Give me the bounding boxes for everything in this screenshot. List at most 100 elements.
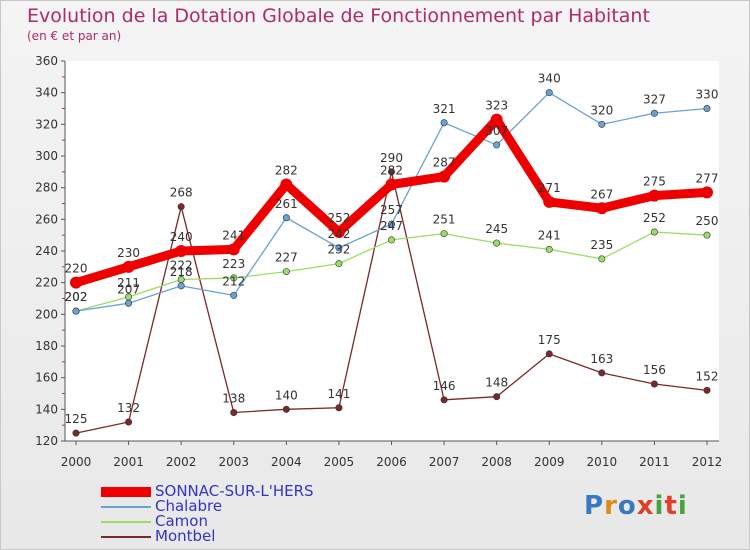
x-tick-label: 2006 bbox=[376, 455, 407, 469]
x-tick-label: 2005 bbox=[324, 455, 355, 469]
data-label-sonnac-sur-l-hers: 240 bbox=[170, 230, 193, 244]
data-point-camon bbox=[440, 230, 448, 238]
legend-label: SONNAC-SUR-L'HERS bbox=[155, 482, 314, 500]
data-label-camon: 250 bbox=[696, 214, 719, 228]
y-tick-label: 160 bbox=[35, 371, 58, 385]
legend-label: Chalabre bbox=[155, 497, 223, 515]
data-label-montbel: 141 bbox=[327, 387, 350, 401]
logo-letter: P bbox=[584, 491, 605, 521]
data-point-camon bbox=[230, 274, 238, 282]
data-point-camon bbox=[493, 239, 501, 247]
data-point-camon bbox=[598, 255, 606, 263]
data-point-chalabre bbox=[282, 214, 290, 222]
data-label-camon: 211 bbox=[117, 276, 140, 290]
data-label-camon: 227 bbox=[275, 251, 298, 265]
data-point-sonnac-sur-l-hers bbox=[595, 202, 608, 215]
data-label-camon: 202 bbox=[65, 290, 88, 304]
chart-subtitle: (en € et par an) bbox=[27, 29, 122, 43]
data-label-montbel: 156 bbox=[643, 363, 666, 377]
data-point-chalabre bbox=[177, 282, 185, 290]
x-tick-label: 2008 bbox=[481, 455, 512, 469]
plot-area bbox=[65, 61, 719, 441]
data-point-sonnac-sur-l-hers bbox=[385, 178, 398, 191]
data-label-chalabre: 207 bbox=[117, 282, 140, 296]
data-label-chalabre: 257 bbox=[380, 203, 403, 217]
data-point-sonnac-sur-l-hers bbox=[648, 189, 661, 202]
data-label-camon: 232 bbox=[327, 243, 350, 257]
data-point-chalabre bbox=[230, 291, 238, 299]
data-label-montbel: 148 bbox=[485, 376, 508, 390]
y-tick-label: 320 bbox=[35, 117, 58, 131]
logo-letter: o bbox=[617, 491, 637, 521]
x-tick-label: 2003 bbox=[218, 455, 249, 469]
x-tick-label: 2001 bbox=[113, 455, 144, 469]
data-label-chalabre: 340 bbox=[538, 72, 561, 86]
data-point-chalabre bbox=[335, 244, 343, 252]
data-label-chalabre: 202 bbox=[65, 290, 88, 304]
data-label-camon: 245 bbox=[485, 222, 508, 236]
data-point-sonnac-sur-l-hers bbox=[280, 178, 293, 191]
data-label-camon: 222 bbox=[170, 259, 193, 273]
data-point-sonnac-sur-l-hers bbox=[543, 195, 556, 208]
y-tick-label: 280 bbox=[35, 181, 58, 195]
x-tick-label: 2007 bbox=[429, 455, 460, 469]
chart-title: Evolution de la Dotation Globale de Fonc… bbox=[27, 5, 650, 27]
data-label-camon: 251 bbox=[433, 213, 456, 227]
data-label-sonnac-sur-l-hers: 275 bbox=[643, 175, 666, 189]
proxiti-logo: Proxiti bbox=[584, 491, 688, 521]
y-tick-label: 300 bbox=[35, 149, 58, 163]
legend-swatch bbox=[101, 487, 151, 497]
data-label-sonnac-sur-l-hers: 282 bbox=[380, 164, 403, 178]
data-point-montbel bbox=[125, 418, 133, 426]
data-label-montbel: 125 bbox=[65, 412, 88, 426]
y-tick-label: 340 bbox=[35, 86, 58, 100]
x-tick-label: 2012 bbox=[692, 455, 723, 469]
data-point-sonnac-sur-l-hers bbox=[70, 276, 82, 289]
x-tick-label: 2004 bbox=[271, 455, 302, 469]
y-tick-label: 120 bbox=[35, 434, 58, 448]
data-label-sonnac-sur-l-hers: 267 bbox=[590, 187, 613, 201]
logo-letter: x bbox=[636, 491, 655, 521]
data-point-camon bbox=[282, 268, 290, 276]
data-point-chalabre bbox=[545, 89, 553, 97]
data-label-montbel: 268 bbox=[170, 186, 193, 200]
y-tick-label: 240 bbox=[35, 244, 58, 258]
data-point-chalabre bbox=[650, 109, 658, 117]
data-point-camon bbox=[335, 260, 343, 268]
data-point-montbel bbox=[703, 386, 711, 394]
data-label-montbel: 132 bbox=[117, 401, 140, 415]
data-label-montbel: 140 bbox=[275, 388, 298, 402]
data-label-chalabre: 320 bbox=[590, 103, 613, 117]
data-point-sonnac-sur-l-hers bbox=[175, 245, 188, 257]
data-label-chalabre: 307 bbox=[485, 124, 508, 138]
data-point-chalabre bbox=[493, 141, 501, 149]
data-label-montbel: 146 bbox=[433, 379, 456, 393]
data-point-chalabre bbox=[125, 299, 133, 307]
data-point-camon bbox=[387, 236, 395, 244]
x-tick-label: 2011 bbox=[639, 455, 670, 469]
data-label-chalabre: 321 bbox=[433, 102, 456, 116]
y-tick-label: 140 bbox=[35, 402, 58, 416]
data-point-montbel bbox=[493, 393, 501, 401]
data-label-montbel: 290 bbox=[380, 151, 403, 165]
data-point-montbel bbox=[545, 350, 553, 358]
data-point-sonnac-sur-l-hers bbox=[332, 226, 345, 238]
data-labels: 125 132 268 138 140 141 290 146 148 175 163 156 152 2… bbox=[65, 72, 719, 426]
data-label-chalabre: 330 bbox=[696, 88, 719, 102]
x-tick-label: 2009 bbox=[534, 455, 565, 469]
x-tick-label: 2002 bbox=[166, 455, 197, 469]
data-point-montbel bbox=[230, 408, 238, 416]
logo-letter: r bbox=[604, 491, 618, 521]
logo-letter: i bbox=[654, 491, 665, 521]
data-label-camon: 241 bbox=[538, 228, 561, 242]
y-tick-label: 260 bbox=[35, 212, 58, 226]
data-label-camon: 235 bbox=[590, 238, 613, 252]
data-point-camon bbox=[650, 228, 658, 236]
data-label-montbel: 152 bbox=[696, 369, 719, 383]
data-label-montbel: 138 bbox=[222, 392, 245, 406]
series-lines bbox=[70, 89, 713, 437]
x-tick-label: 2000 bbox=[61, 455, 92, 469]
legend-swatch bbox=[101, 521, 151, 523]
data-label-camon: 252 bbox=[643, 211, 666, 225]
